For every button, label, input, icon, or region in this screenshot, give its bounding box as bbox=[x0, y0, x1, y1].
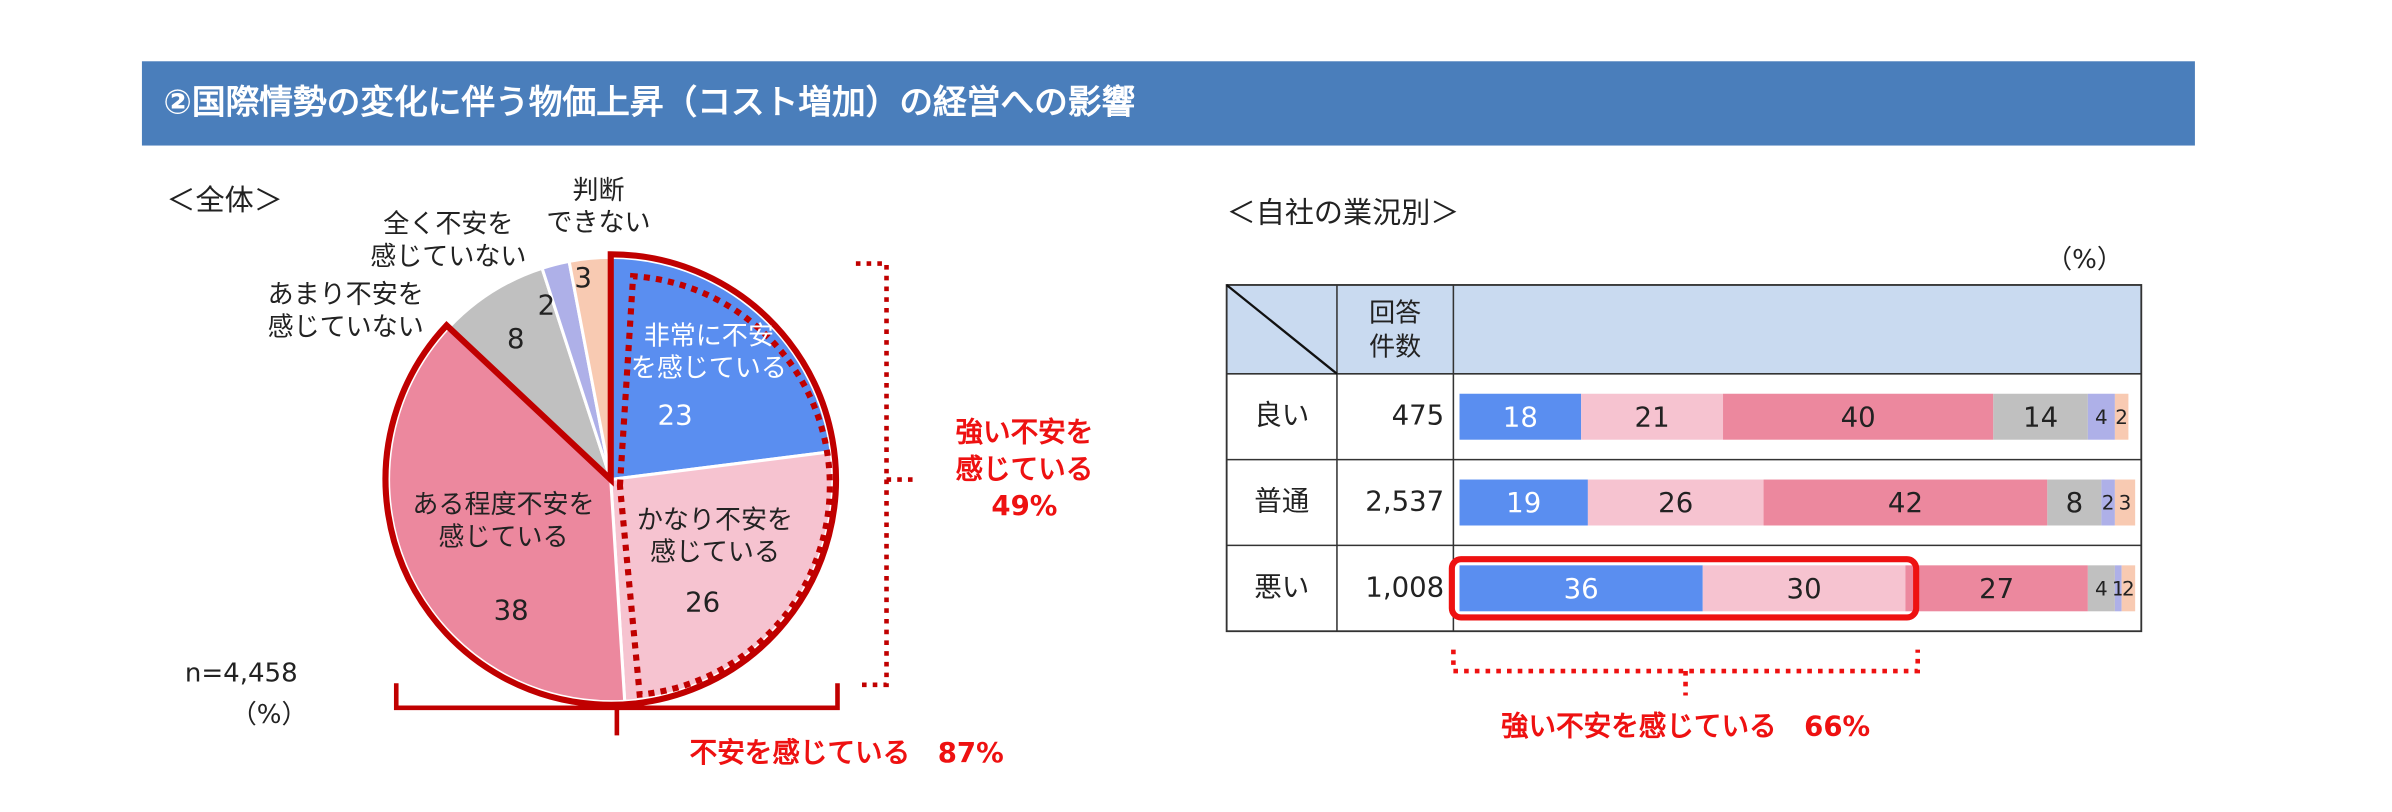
slice-label: 全く不安を bbox=[383, 210, 513, 240]
bar-value: 4 bbox=[2095, 577, 2108, 600]
pie-unit: （%） bbox=[231, 700, 308, 730]
slice-label: 感じていない bbox=[370, 242, 526, 272]
bar-value: 2 bbox=[2115, 406, 2128, 429]
bar-value: 27 bbox=[1979, 572, 2014, 605]
slice-value: 2 bbox=[538, 288, 556, 321]
highlight-bracket bbox=[1451, 649, 1920, 696]
annotation: 感じている bbox=[955, 452, 1093, 485]
slice-value: 8 bbox=[507, 322, 525, 355]
highlight-box bbox=[1448, 556, 1920, 621]
bar-value: 3 bbox=[2119, 492, 2132, 515]
bar-value: 14 bbox=[2023, 400, 2058, 433]
slice-label: 感じている bbox=[650, 538, 780, 568]
slice-value: 26 bbox=[685, 586, 720, 619]
pie-title: ＜全体＞ bbox=[166, 183, 282, 217]
bar-segment bbox=[2087, 565, 2115, 612]
bar-segment bbox=[1587, 479, 1764, 526]
bar-segment bbox=[2114, 479, 2136, 526]
bar-segment bbox=[1723, 393, 1994, 440]
slice-value: 23 bbox=[658, 399, 693, 432]
slice-label: ある程度不安を bbox=[412, 490, 594, 520]
row-label: 良い bbox=[1254, 399, 1309, 432]
bar-segment bbox=[2101, 479, 2115, 526]
slice-value: 3 bbox=[574, 261, 592, 294]
bar-value: 19 bbox=[1506, 486, 1541, 519]
table-header-bg bbox=[1226, 284, 2142, 374]
bar-value: 21 bbox=[1635, 400, 1670, 433]
bottom-brace bbox=[393, 683, 840, 736]
row-label: 悪い bbox=[1254, 570, 1309, 603]
bar-segment bbox=[1459, 393, 1582, 440]
slice-label: かなり不安を bbox=[637, 505, 793, 535]
bar-segment bbox=[1763, 479, 2048, 526]
bar-value: 42 bbox=[1888, 486, 1923, 519]
bar-value: 1 bbox=[2112, 577, 2125, 600]
slice-label: 判断 bbox=[572, 176, 624, 206]
table-diagonal bbox=[1225, 284, 1338, 375]
pie-slice bbox=[387, 325, 627, 704]
slice-label: できない bbox=[546, 208, 650, 238]
header-bar bbox=[141, 61, 2195, 146]
bar-title: ＜自社の業況別＞ bbox=[1227, 195, 1460, 229]
slice-label: あまり不安を bbox=[268, 280, 424, 310]
bar-value: 2 bbox=[2102, 492, 2115, 515]
bar-segment bbox=[2087, 393, 2115, 440]
annotation: 不安を感じている 87% bbox=[690, 736, 1004, 769]
pie-note: n=4,458 bbox=[185, 659, 298, 689]
row-count: 2,537 bbox=[1365, 485, 1444, 518]
bar-value: 30 bbox=[1787, 572, 1822, 605]
annotation: 強い不安を感じている 66% bbox=[1501, 710, 1870, 743]
bar-value: 8 bbox=[2066, 486, 2084, 519]
bar-segment bbox=[2121, 565, 2136, 612]
annotation: 強い不安を bbox=[955, 416, 1093, 449]
bar-value: 18 bbox=[1503, 400, 1538, 433]
bar-value: 36 bbox=[1564, 572, 1599, 605]
annotation: 49% bbox=[991, 489, 1057, 522]
pie-slice bbox=[609, 449, 835, 703]
row-count: 1,008 bbox=[1365, 570, 1444, 603]
table-header: 回答 bbox=[1369, 299, 1421, 329]
header-title: ②国際情勢の変化に伴う物価上昇（コスト増加）の経営への影響 bbox=[163, 83, 1135, 122]
row-label: 普通 bbox=[1254, 485, 1309, 518]
table-header: 件数 bbox=[1369, 332, 1421, 362]
bar-segment bbox=[1993, 393, 2088, 440]
bar-value: 40 bbox=[1841, 400, 1876, 433]
strong-outline bbox=[382, 251, 839, 708]
right-bracket bbox=[855, 261, 918, 688]
slice-label: 非常に不安 bbox=[644, 322, 774, 352]
slice-value: 38 bbox=[494, 593, 529, 626]
bar-value: 2 bbox=[2122, 577, 2135, 600]
bar-segment bbox=[1459, 565, 1703, 612]
bar-segment bbox=[1581, 393, 1724, 440]
table-frame bbox=[1225, 284, 2143, 633]
slice-label: 感じていない bbox=[268, 312, 424, 342]
bar-value: 26 bbox=[1658, 486, 1693, 519]
bar-value: 4 bbox=[2095, 406, 2108, 429]
bar-segment bbox=[2114, 565, 2122, 612]
bar-segment bbox=[1459, 479, 1588, 526]
strong-dotted-outline bbox=[616, 272, 833, 698]
row-count: 475 bbox=[1392, 399, 1445, 432]
slice-label: 感じている bbox=[438, 522, 568, 552]
bar-segment bbox=[1702, 565, 1906, 612]
bar-segment bbox=[2047, 479, 2102, 526]
bar-segment bbox=[1905, 565, 2088, 612]
bar-unit: （%） bbox=[2046, 245, 2123, 275]
bar-segment bbox=[2114, 393, 2129, 440]
pie-slice bbox=[609, 255, 833, 482]
slice-label: を感じている bbox=[631, 354, 787, 384]
